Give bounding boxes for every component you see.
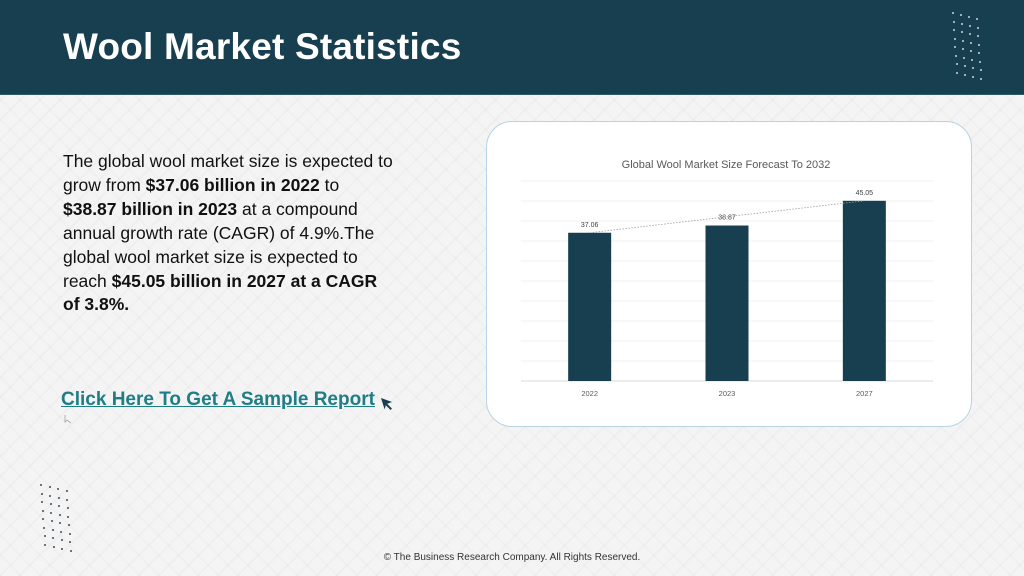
x-tick-label: 2022 — [581, 389, 598, 398]
decorative-dot — [41, 501, 44, 503]
trendline — [589, 200, 865, 234]
decorative-dot — [977, 35, 980, 37]
decorative-dot — [51, 528, 54, 531]
decorative-dot — [952, 20, 955, 23]
decorative-dot — [42, 518, 45, 520]
decorative-dot — [40, 484, 42, 486]
decorative-dot — [962, 48, 965, 50]
decorative-dot — [969, 41, 972, 44]
decorative-dot — [953, 37, 956, 40]
decorative-dot — [50, 520, 53, 522]
bar-chart: Global Wool Market Size Forecast To 2032… — [521, 159, 933, 398]
decorative-dot — [49, 503, 52, 505]
cursor-arrow-icon — [381, 398, 392, 410]
decorative-dot — [977, 43, 980, 46]
decorative-dot — [60, 539, 63, 541]
decorative-dot — [44, 543, 47, 546]
decorative-dot — [66, 507, 69, 509]
description-text: The global wool market size is expected … — [63, 151, 393, 195]
bar-2022 — [568, 232, 612, 381]
decorative-dot — [69, 549, 72, 552]
decorative-dot — [976, 18, 978, 20]
decorative-dot — [961, 39, 964, 42]
bar-2023 — [705, 225, 749, 381]
decorative-dot — [960, 14, 962, 16]
decorative-dot — [952, 12, 954, 14]
decorative-dot — [956, 71, 959, 74]
market-description: The global wool market size is expected … — [63, 150, 393, 317]
decorative-dot — [971, 67, 974, 69]
decorative-dot — [976, 26, 979, 29]
decorative-dot — [65, 490, 68, 492]
header-banner: Wool Market Statistics — [0, 0, 1024, 95]
data-label: 45.05 — [856, 190, 874, 197]
decorative-dot — [67, 524, 70, 526]
decorative-dot — [50, 511, 53, 514]
decorative-dot — [968, 24, 971, 27]
data-label: 38.87 — [718, 215, 736, 222]
decorative-dot — [954, 46, 957, 48]
decorative-dot — [953, 29, 956, 31]
decorative-dot — [971, 58, 973, 61]
decorative-dot — [67, 515, 70, 518]
decorative-dot — [49, 494, 52, 497]
decorative-dot — [43, 535, 46, 537]
sample-report-link[interactable]: Click Here To Get A Sample Report — [61, 389, 375, 410]
copyright-footer: © The Business Research Company. All Rig… — [383, 552, 641, 563]
decorative-dot — [979, 60, 981, 63]
description-highlight: $37.06 billion in 2022 — [145, 174, 320, 195]
decorative-dot — [61, 547, 64, 550]
small-cursor-icon — [64, 415, 72, 424]
data-label: 37.06 — [581, 222, 599, 229]
decorative-dot — [57, 496, 60, 499]
decorative-dot — [41, 509, 44, 512]
decorative-dot — [969, 33, 972, 35]
decorative-dot — [963, 65, 966, 67]
decorative-dot — [60, 530, 62, 533]
decorative-dot — [66, 498, 69, 501]
decorative-dot — [58, 505, 61, 507]
description-text: at a compound annual growth rate (CAGR) … — [63, 198, 375, 291]
decorative-dot — [59, 522, 62, 524]
decorative-dot — [57, 488, 59, 490]
decorative-dot — [955, 63, 958, 65]
decorative-dot — [963, 56, 965, 59]
decorative-dot — [52, 537, 55, 539]
decorative-dot — [978, 52, 981, 54]
description-highlight: $45.05 billion in 2027 at a CAGR of 3.8%… — [63, 270, 378, 315]
decorative-dot — [52, 545, 55, 548]
decorative-dot — [68, 532, 71, 535]
x-tick-label: 2027 — [856, 389, 873, 398]
decorative-dot — [43, 526, 45, 529]
description-highlight: $38.87 billion in 2023 — [63, 198, 238, 219]
chart-card: Global Wool Market Size Forecast To 2032… — [486, 121, 972, 427]
decorative-dot — [972, 75, 975, 78]
decorative-dot — [964, 73, 967, 76]
decorative-dot — [979, 69, 982, 71]
page-title: Wool Market Statistics — [63, 26, 462, 67]
decorative-dot — [40, 492, 43, 495]
decorative-dot — [58, 513, 61, 516]
decorative-dot — [955, 54, 957, 57]
decorative-dot — [69, 541, 72, 543]
description-text: to — [319, 174, 340, 195]
decorative-dot — [48, 486, 51, 488]
decorative-dots-bottom-left — [40, 484, 84, 556]
chart-title: Global Wool Market Size Forecast To 2032 — [622, 159, 831, 171]
x-tick-label: 2023 — [719, 389, 736, 398]
bar-2027 — [842, 200, 886, 381]
decorative-dot — [960, 22, 963, 25]
decorative-dots-top-right — [952, 12, 992, 82]
decorative-dot — [970, 50, 973, 52]
decorative-dot — [968, 16, 970, 18]
decorative-dot — [961, 31, 964, 33]
decorative-dot — [980, 77, 983, 80]
